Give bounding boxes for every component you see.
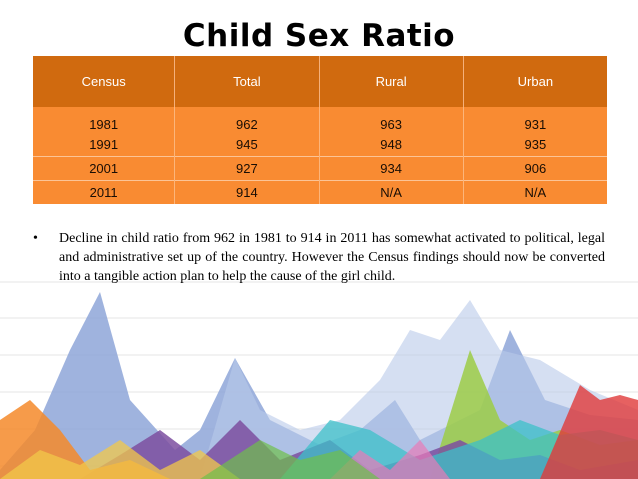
header-total: Total [174,56,320,107]
cell-rural: 934 [319,156,464,181]
cell-rural: 963 [319,107,464,133]
bullet-text: Decline in child ratio from 962 in 1981 … [59,231,605,284]
cell-total: 962 [174,107,320,133]
art-peak-green2 [200,440,380,479]
header-urban: Urban [463,56,607,107]
table-header-row: Census Total Rural Urban [33,56,607,107]
cell-rural: 948 [319,133,464,157]
art-peak-yellow [0,440,240,479]
cell-total: 945 [174,133,320,157]
cell-rural: N/A [319,180,464,204]
cell-census: 1981 [33,107,176,133]
art-peak-red [540,385,638,479]
table-row: 1981 962 963 931 [33,107,607,133]
cell-urban: 935 [463,133,607,157]
cell-urban: 906 [463,156,607,181]
cell-census: 2001 [33,156,176,181]
census-table: Census Total Rural Urban 1981 962 963 93… [33,56,607,204]
table-row: 2001 927 934 906 [33,156,607,181]
bullet-marker: • [33,231,38,246]
cell-census: 1991 [33,133,176,157]
cell-total: 914 [174,180,320,204]
bullet-paragraph: • Decline in child ratio from 962 in 198… [33,229,605,286]
slide-title: Child Sex Ratio [182,18,456,54]
header-rural: Rural [319,56,464,107]
cell-census: 2011 [33,180,176,204]
cell-urban: 931 [463,107,607,133]
cell-total: 927 [174,156,320,181]
table-row: 2011 914 N/A N/A [33,180,607,204]
header-census: Census [33,56,176,107]
table-row: 1991 945 948 935 [33,133,607,157]
cell-urban: N/A [463,180,607,204]
